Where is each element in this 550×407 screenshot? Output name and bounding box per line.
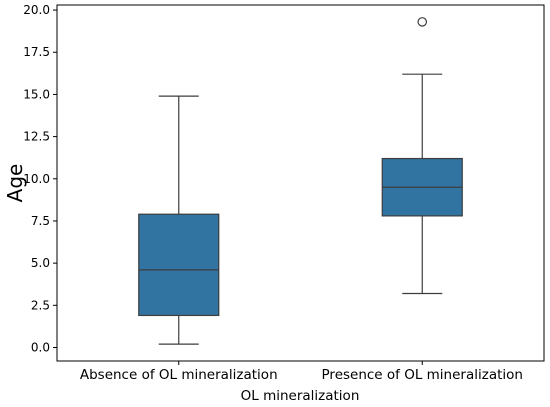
y-axis-title: Age bbox=[3, 164, 27, 203]
y-tick-label: 17.5 bbox=[23, 45, 50, 59]
x-axis: Absence of OL mineralization Presence of … bbox=[80, 361, 523, 383]
outlier-point bbox=[417, 17, 428, 27]
x-tick-label: Presence of OL mineralization bbox=[322, 367, 523, 383]
box-group bbox=[138, 95, 220, 345]
iqr-box bbox=[138, 213, 220, 317]
boxes bbox=[138, 17, 463, 345]
y-tick-label: 15.0 bbox=[23, 87, 50, 101]
y-tick-label: 10.0 bbox=[23, 172, 50, 186]
y-tick-label: 2.5 bbox=[31, 298, 50, 312]
x-axis-title: OL mineralization bbox=[241, 388, 360, 404]
x-tick-label: Absence of OL mineralization bbox=[80, 367, 278, 383]
plot-area bbox=[56, 4, 545, 362]
y-tick-label: 7.5 bbox=[31, 214, 50, 228]
y-tick-label: 0.0 bbox=[31, 341, 50, 355]
y-tick-label: 20.0 bbox=[23, 3, 50, 17]
y-tick-label: 12.5 bbox=[23, 130, 50, 144]
y-axis: 0.0 2.5 5.0 7.5 10.0 12.5 15.0 17.5 20.0 bbox=[23, 3, 57, 355]
box-group bbox=[381, 17, 463, 295]
y-tick-label: 5.0 bbox=[31, 256, 50, 270]
